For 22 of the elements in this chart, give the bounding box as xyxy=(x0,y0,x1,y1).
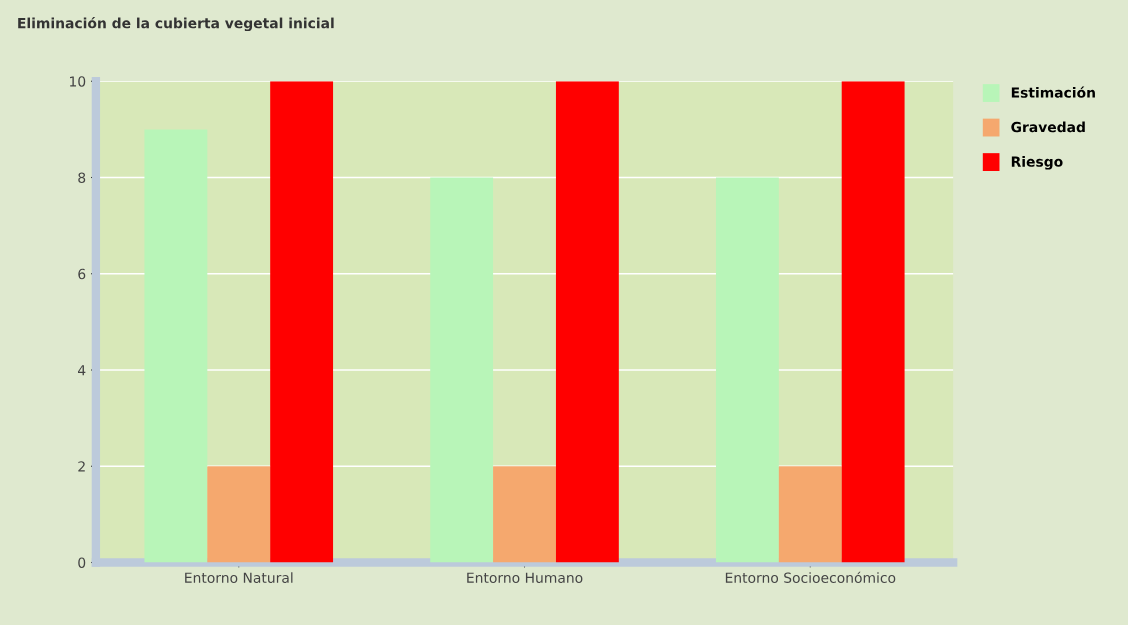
y-tick-label: 6 xyxy=(78,268,86,280)
bar xyxy=(841,81,905,563)
bar xyxy=(144,129,208,563)
y-tick-label: 10 xyxy=(70,76,86,87)
y-tick-label: 2 xyxy=(78,461,85,472)
bar xyxy=(430,177,494,563)
bar xyxy=(778,466,842,563)
bar xyxy=(555,81,619,563)
y-tick-label: 8 xyxy=(78,172,86,183)
bar xyxy=(207,466,271,563)
legend-label: Riesgo xyxy=(1011,156,1063,170)
y-tick-label: 0 xyxy=(78,557,86,568)
x-tick-label: Entorno Socioeconómico xyxy=(725,571,896,583)
bar xyxy=(493,466,556,563)
x-tick-label: Entorno Natural xyxy=(185,572,293,583)
y-tick-label: 4 xyxy=(78,365,86,376)
bar xyxy=(715,177,779,563)
bar xyxy=(270,81,334,563)
legend-label: Estimación xyxy=(1011,86,1095,98)
legend-label: Gravedad xyxy=(1011,121,1085,133)
x-tick-label: Entorno Humano xyxy=(467,572,583,583)
chart-title: Eliminación de la cubierta vegetal inicial xyxy=(18,17,334,32)
